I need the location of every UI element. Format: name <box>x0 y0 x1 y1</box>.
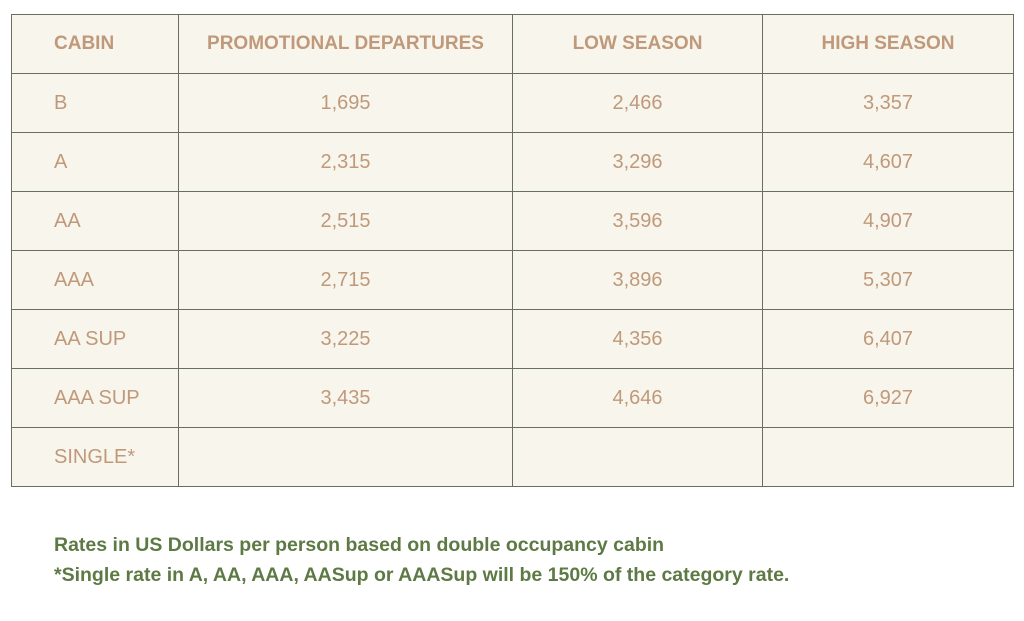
price-cell: 6,407 <box>762 309 1014 369</box>
note-line: Rates in US Dollars per person based on … <box>54 534 665 556</box>
cabin-cell: AAA <box>11 250 179 310</box>
rates-table: CABIN PROMOTIONAL DEPARTURES LOW SEASON HIG… <box>11 14 1014 487</box>
cabin-cell: B <box>11 73 179 133</box>
cabin-cell: AA SUP <box>11 309 179 369</box>
price-cell: 1,695 <box>178 73 513 133</box>
price-cell: 3,296 <box>512 132 763 192</box>
price-cell: 6,927 <box>762 368 1014 428</box>
price-cell: 2,715 <box>178 250 513 310</box>
header-cell: LOW SEASON <box>512 14 763 74</box>
table-row: SINGLE* <box>11 427 1014 487</box>
price-cell: 3,357 <box>762 73 1014 133</box>
empty-cell <box>178 427 513 487</box>
price-cell: 4,646 <box>512 368 763 428</box>
notes: Rates in US Dollars per person based on … <box>54 530 789 590</box>
header-cell: PROMOTIONAL DEPARTURES <box>178 14 513 74</box>
cabin-cell: AAA SUP <box>11 368 179 428</box>
price-cell: 2,315 <box>178 132 513 192</box>
header-cell: CABIN <box>11 14 179 74</box>
table-row: B 1,695 2,466 3,357 <box>11 73 1014 133</box>
empty-cell <box>762 427 1014 487</box>
price-cell: 3,435 <box>178 368 513 428</box>
price-cell: 2,515 <box>178 191 513 251</box>
price-cell: 3,225 <box>178 309 513 369</box>
empty-cell <box>512 427 763 487</box>
cabin-cell: SINGLE* <box>11 427 179 487</box>
cabin-cell: A <box>11 132 179 192</box>
price-cell: 2,466 <box>512 73 763 133</box>
note-line: *Single rate in A, AA, AAA, AASup or AAA… <box>54 564 790 586</box>
cabin-cell: AA <box>11 191 179 251</box>
table-row: AAA SUP 3,435 4,646 6,927 <box>11 368 1014 428</box>
header-row: CABIN PROMOTIONAL DEPARTURES LOW SEASON HIG… <box>11 14 1014 74</box>
table-row: AAA 2,715 3,896 5,307 <box>11 250 1014 310</box>
price-cell: 3,596 <box>512 191 763 251</box>
table-row: AA 2,515 3,596 4,907 <box>11 191 1014 251</box>
price-cell: 5,307 <box>762 250 1014 310</box>
table-row: AA SUP 3,225 4,356 6,407 <box>11 309 1014 369</box>
table-row: A 2,315 3,296 4,607 <box>11 132 1014 192</box>
price-cell: 4,907 <box>762 191 1014 251</box>
header-cell: HIGH SEASON <box>762 14 1014 74</box>
price-cell: 4,607 <box>762 132 1014 192</box>
price-cell: 3,896 <box>512 250 763 310</box>
price-cell: 4,356 <box>512 309 763 369</box>
